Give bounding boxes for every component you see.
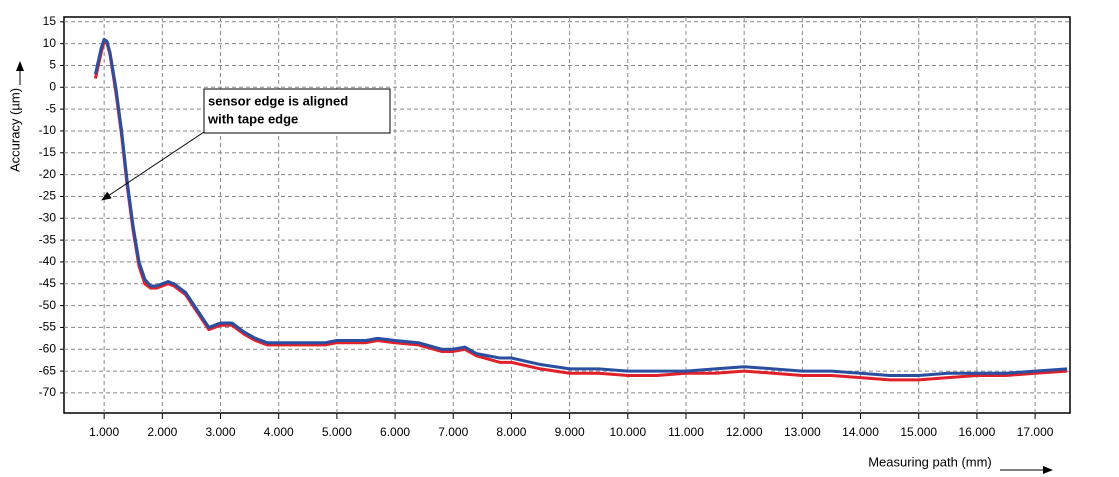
- x-tick-label: 10.000: [609, 425, 646, 439]
- y-tick-label: -15: [39, 145, 57, 159]
- y-tick-label: -65: [39, 363, 57, 377]
- annotation-arrow: [101, 127, 211, 201]
- y-tick-label: -70: [39, 385, 57, 399]
- x-tick-label: 2.000: [147, 425, 177, 439]
- y-tick-label: -50: [39, 298, 57, 312]
- x-tick-label: 11.000: [668, 425, 704, 439]
- x-tick-label: 3.000: [205, 425, 235, 439]
- x-tick-label: 8.000: [496, 425, 526, 439]
- y-tick-label: -25: [39, 189, 57, 203]
- y-tick-label: -55: [39, 320, 57, 334]
- y-tick-label: 0: [49, 79, 56, 93]
- y-tick-label: -60: [39, 341, 57, 355]
- annotation-box: [203, 88, 391, 134]
- y-tick-label: -30: [39, 210, 57, 224]
- x-axis-label: Measuring path (mm): [868, 454, 992, 469]
- x-tick-label: 7.000: [438, 425, 468, 439]
- x-tick-label: 9.000: [555, 425, 585, 439]
- x-tick-label: 4.000: [264, 425, 294, 439]
- x-tick-label: 5.000: [322, 425, 352, 439]
- y-tick-label: -45: [39, 276, 57, 290]
- y-tick-label: -20: [39, 167, 57, 181]
- y-tick-label: -5: [45, 101, 56, 115]
- x-tick-label: 15.000: [900, 425, 937, 439]
- annotation-text: sensor edge is aligned: [208, 93, 348, 108]
- y-axis-label: Accuracy (µm): [7, 88, 22, 172]
- plot-frame: [63, 16, 1071, 414]
- y-tick-label: 10: [43, 36, 57, 50]
- data-line: [93, 37, 1068, 377]
- x-tick-label: 14.000: [842, 425, 879, 439]
- annotation-text: with tape edge: [207, 111, 298, 126]
- x-tick-label: 16.000: [959, 425, 996, 439]
- x-tick-label: 17.000: [1017, 425, 1054, 439]
- y-tick-label: 5: [49, 58, 56, 72]
- x-tick-label: 1.000: [89, 425, 119, 439]
- y-tick-label: 15: [43, 14, 57, 28]
- y-tick-label: -35: [39, 232, 57, 246]
- y-tick-label: -10: [39, 123, 57, 137]
- y-tick-label: -40: [39, 254, 57, 268]
- x-tick-label: 13.000: [784, 425, 821, 439]
- x-tick-label: 12.000: [726, 425, 763, 439]
- x-tick-label: 6.000: [380, 425, 410, 439]
